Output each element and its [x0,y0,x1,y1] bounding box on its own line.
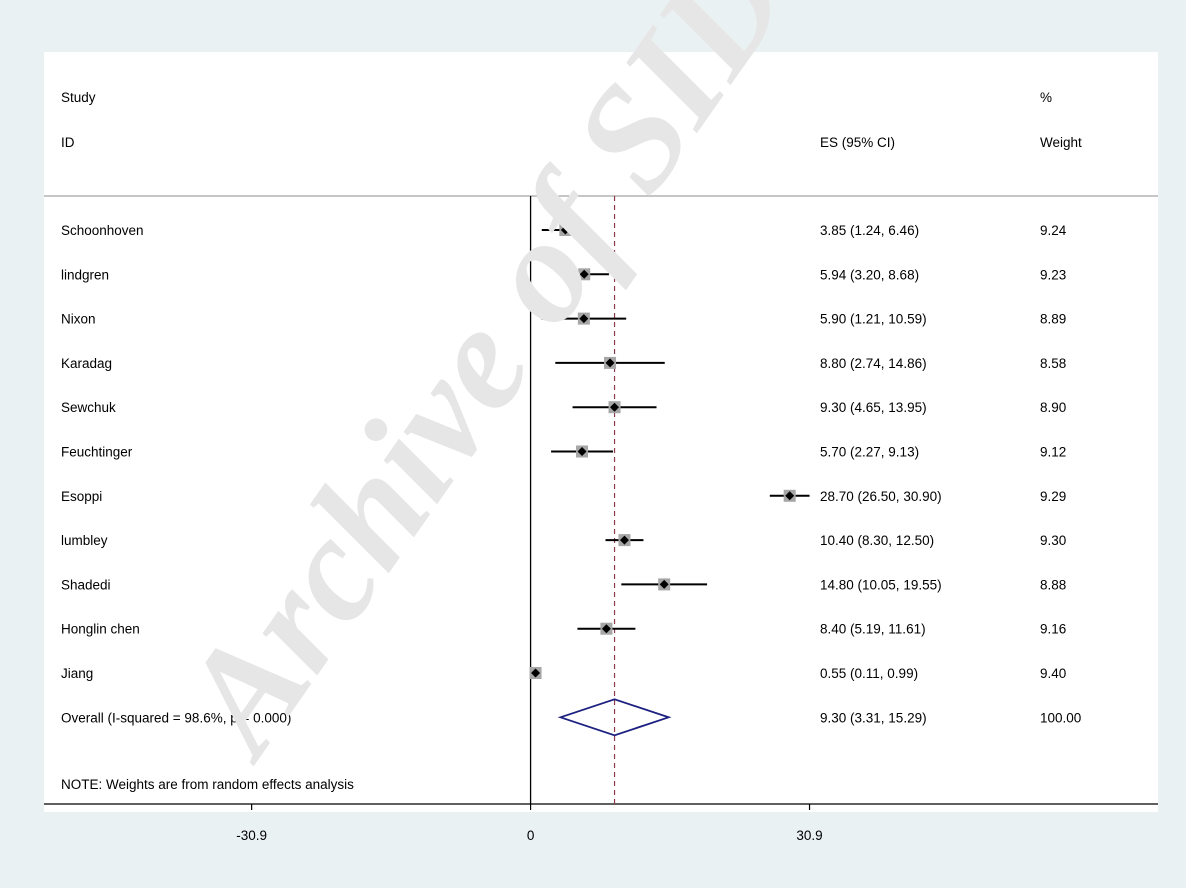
study-label: Esoppi [61,489,102,504]
study-label: Karadag [61,356,112,371]
study-row: Jiang 0.55 (0.11, 0.99) 9.40 [61,666,1066,681]
study-row: Nixon 5.90 (1.21, 10.59) 8.89 [61,312,1066,327]
point-marker [619,535,629,545]
header-es: ES (95% CI) [820,135,895,150]
plot-panel [44,52,1158,812]
study-label: Honglin chen [61,622,140,637]
study-label: lindgren [61,267,109,282]
point-marker [577,447,587,456]
x-tick-label: 0 [527,828,535,843]
es-value: 8.40 (5.19, 11.61) [820,622,926,637]
es-value: 5.70 (2.27, 9.13) [820,445,919,460]
weight-value: 8.90 [1040,400,1066,415]
overall-label: Overall (I-squared = 98.6%, p = 0.000) [61,710,291,725]
x-axis: -30.9 0 30.9 [236,804,823,843]
header-weight-symbol: % [1040,90,1052,105]
es-value: 5.90 (1.21, 10.59) [820,312,927,327]
es-value: 5.94 (3.20, 8.68) [820,267,919,282]
overall-weight-value: 100.00 [1040,710,1081,725]
point-marker [605,358,615,368]
note-text: NOTE: Weights are from random effects an… [61,777,354,792]
point-marker [610,402,620,412]
study-label: Schoonhoven [61,223,144,238]
x-tick-label: 30.9 [796,828,822,843]
study-row: Honglin chen 8.40 (5.19, 11.61) 9.16 [61,622,1066,637]
point-marker [579,314,589,324]
study-row: Shadedi 14.80 (10.05, 19.55) 8.88 [61,577,1066,592]
study-row: lindgren 5.94 (3.20, 8.68) 9.23 [61,267,1066,282]
weight-value: 9.29 [1040,489,1066,504]
weight-value: 9.12 [1040,445,1066,460]
point-marker [579,269,589,279]
study-row: Esoppi 28.70 (26.50, 30.90) 9.29 [61,489,1066,504]
header-study: Study [61,90,96,105]
point-marker [560,225,570,235]
es-value: 10.40 (8.30, 12.50) [820,533,934,548]
study-row: Feuchtinger 5.70 (2.27, 9.13) 9.12 [61,445,1066,460]
es-value: 14.80 (10.05, 19.55) [820,577,942,592]
overall-row: Overall (I-squared = 98.6%, p = 0.000) 9.… [61,698,1081,737]
es-value: 28.70 (26.50, 30.90) [820,489,942,504]
study-row: lumbley 10.40 (8.30, 12.50) 9.30 [61,533,1066,548]
study-row: Schoonhoven 3.85 (1.24, 6.46) 9.24 [61,223,1067,238]
weight-value: 9.30 [1040,533,1066,548]
es-value: 9.30 (4.65, 13.95) [820,400,927,415]
weight-value: 9.23 [1040,267,1066,282]
weight-value: 8.88 [1040,577,1066,592]
point-marker [785,491,795,501]
weight-value: 8.89 [1040,312,1066,327]
point-marker [659,579,669,589]
point-marker [601,624,611,634]
study-rows: Schoonhoven 3.85 (1.24, 6.46) 9.24 lindgren… [61,223,1081,737]
weight-value: 9.16 [1040,622,1066,637]
study-label: Nixon [61,312,96,327]
es-value: 8.80 (2.74, 14.86) [820,356,927,371]
study-label: Feuchtinger [61,445,133,460]
study-row: Sewchuk 9.30 (4.65, 13.95) 8.90 [61,400,1066,415]
study-label: Shadedi [61,577,111,592]
weight-value: 9.40 [1040,666,1066,681]
x-tick-label: -30.9 [236,828,267,843]
study-label: Jiang [61,666,93,681]
weight-value: 8.58 [1040,356,1066,371]
study-row: Karadag 8.80 (2.74, 14.86) 8.58 [61,356,1066,371]
weight-value: 9.24 [1040,223,1067,238]
overall-diamond [557,698,672,737]
overall-es-value: 9.30 (3.31, 15.29) [820,710,927,725]
study-label: Sewchuk [61,400,116,415]
study-label: lumbley [61,533,108,548]
header-weight: Weight [1040,135,1082,150]
header-id: ID [61,135,75,150]
point-marker [531,668,541,678]
es-value: 3.85 (1.24, 6.46) [820,223,919,238]
es-value: 0.55 (0.11, 0.99) [820,666,918,681]
